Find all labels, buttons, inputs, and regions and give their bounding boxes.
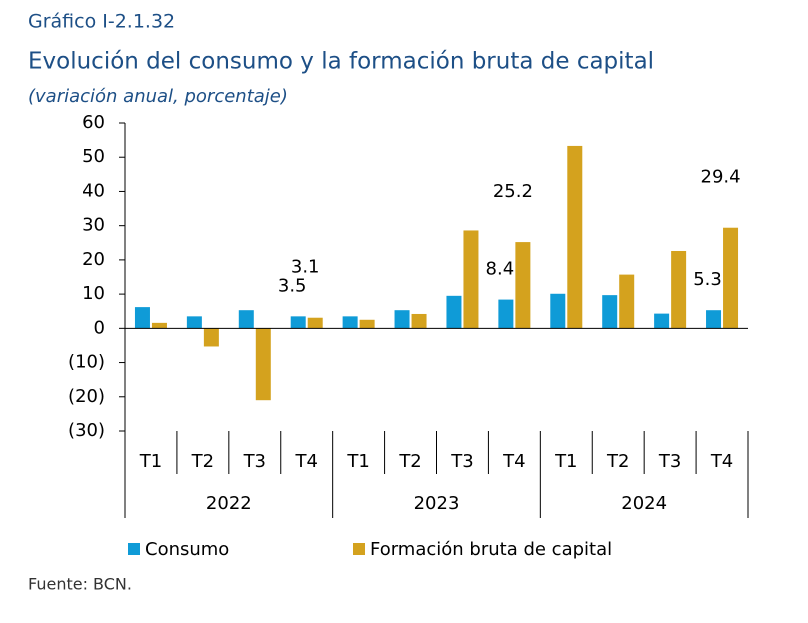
bar [307, 317, 323, 329]
bar [186, 316, 202, 329]
data-label: 5.3 [693, 269, 722, 290]
bar [723, 227, 739, 329]
source: Fuente: BCN. [28, 575, 132, 594]
x-tick-label: T4 [294, 451, 317, 472]
bar [706, 310, 722, 329]
bar [359, 319, 375, 329]
data-label: 3.5 [278, 275, 307, 296]
bar [255, 328, 271, 401]
y-tick-label: 60 [82, 112, 105, 133]
chart-title: Evolución del consumo y la formación bru… [28, 49, 654, 75]
chart-label: Gráfico I-2.1.32 [28, 11, 175, 33]
bar [411, 313, 427, 329]
bar [498, 299, 514, 329]
bar [671, 250, 687, 329]
bar [290, 316, 306, 329]
data-label: 29.4 [701, 167, 741, 188]
legend-label: Formación bruta de capital [370, 539, 612, 560]
bar [151, 322, 167, 329]
legend-swatch [128, 543, 140, 555]
x-tick-label: T2 [606, 451, 629, 472]
bar [342, 316, 358, 329]
bar [394, 310, 410, 329]
bar [619, 274, 635, 329]
y-tick-label: 20 [82, 249, 105, 270]
y-tick-label: 40 [82, 180, 105, 201]
bar [463, 230, 479, 329]
bar [515, 242, 531, 329]
data-label: 8.4 [486, 259, 515, 280]
x-tick-label: T3 [450, 451, 473, 472]
bar [134, 307, 150, 329]
group-label: 2023 [414, 493, 460, 514]
x-tick-label: T1 [554, 451, 577, 472]
chart-subtitle: (variación anual, porcentaje) [28, 86, 288, 107]
x-tick-label: T3 [243, 451, 266, 472]
x-tick-label: T1 [139, 451, 162, 472]
y-tick-label: (20) [68, 386, 105, 407]
bar [567, 145, 583, 329]
y-tick-label: 50 [82, 146, 105, 167]
y-tick-label: 10 [82, 283, 105, 304]
y-tick-label: 30 [82, 215, 105, 236]
y-tick-label: 0 [94, 317, 105, 338]
data-label: 3.1 [291, 257, 320, 278]
group-label: 2024 [621, 493, 667, 514]
y-tick-label: (10) [68, 352, 105, 373]
bar [550, 293, 566, 329]
legend-label: Consumo [145, 539, 229, 560]
bar [446, 295, 462, 329]
y-tick-label: (30) [68, 420, 105, 441]
x-tick-label: T1 [346, 451, 369, 472]
x-tick-label: T2 [398, 451, 421, 472]
bar [602, 295, 618, 329]
x-tick-label: T2 [191, 451, 214, 472]
bar [654, 313, 670, 329]
x-tick-label: T4 [710, 451, 733, 472]
x-tick-label: T3 [658, 451, 681, 472]
bar [238, 310, 254, 329]
x-tick-label: T4 [502, 451, 525, 472]
legend-swatch [353, 543, 365, 555]
group-label: 2022 [206, 493, 252, 514]
data-label: 25.2 [493, 181, 533, 202]
bar [203, 328, 219, 347]
